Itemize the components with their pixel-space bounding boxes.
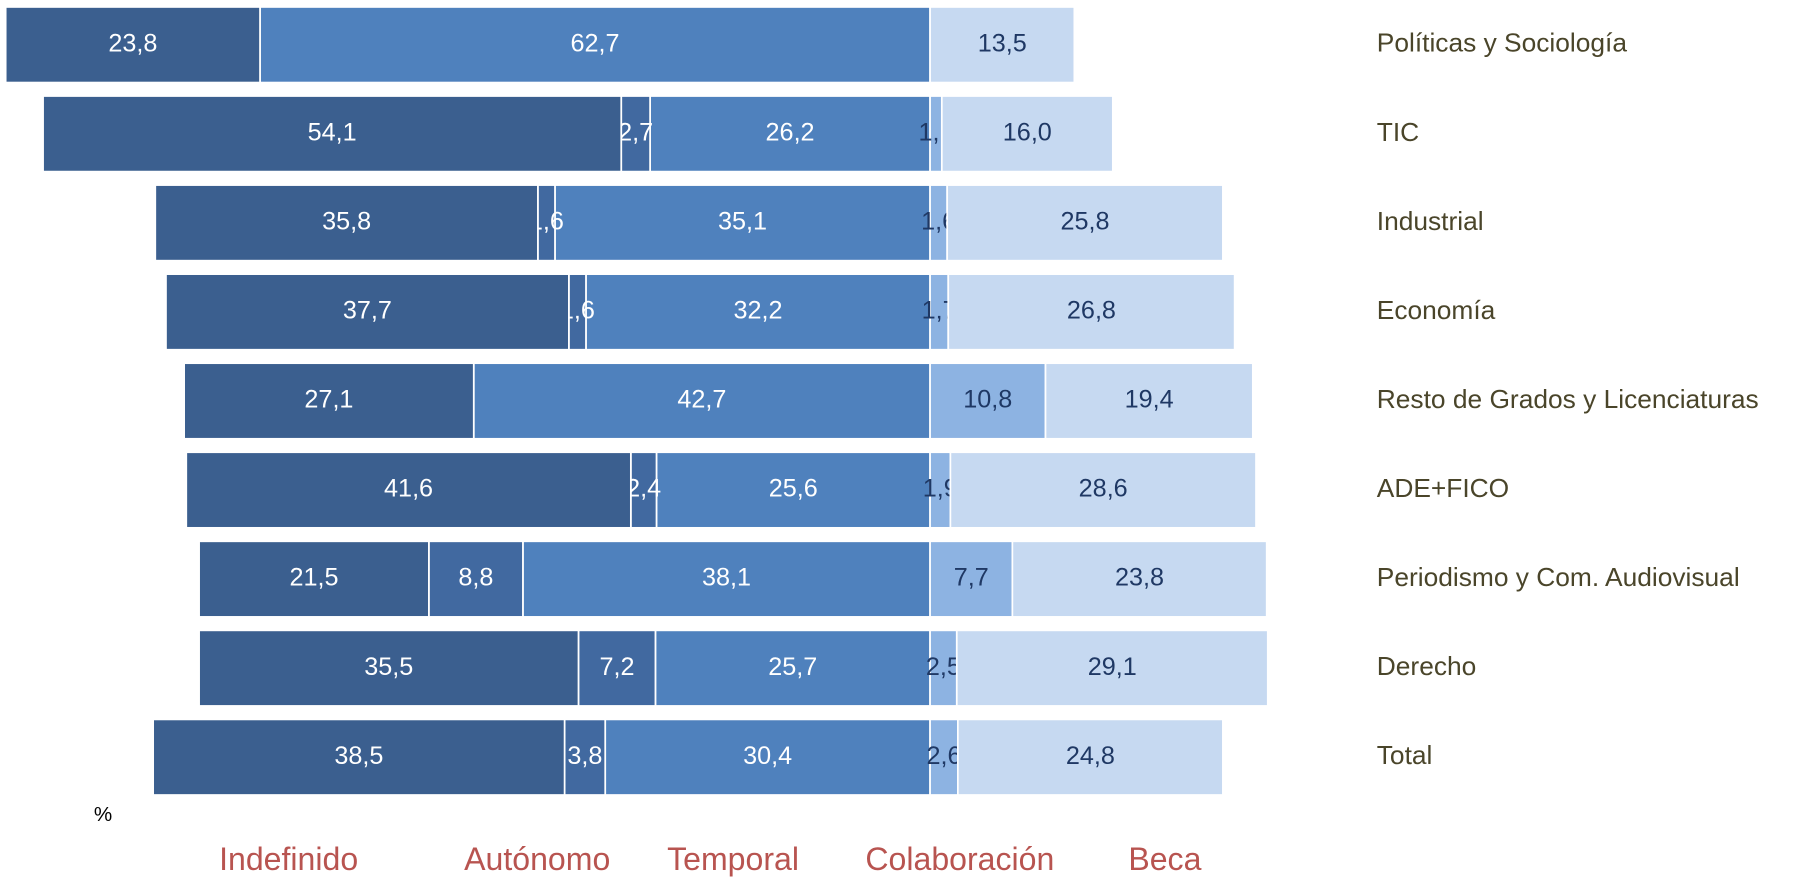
category-label: Industrial — [1377, 206, 1484, 236]
bar-segment — [152, 718, 566, 796]
bar-segment — [629, 451, 658, 529]
bar-segment — [165, 273, 570, 351]
data-label: 62,7 — [571, 29, 620, 57]
data-label: 32,2 — [734, 297, 783, 325]
category-label: TIC — [1377, 117, 1419, 147]
data-label: 29,1 — [1088, 653, 1137, 681]
bar-segment — [428, 540, 524, 618]
data-label: 42,7 — [677, 386, 726, 414]
bar-segment — [947, 273, 1236, 351]
bar-segment — [929, 6, 1076, 84]
bar-segment — [655, 451, 931, 529]
data-label: 23,8 — [1115, 564, 1164, 592]
bar-segment — [940, 95, 1114, 173]
data-label: 13,5 — [978, 29, 1027, 57]
data-label: 27,1 — [304, 386, 353, 414]
bar-segment — [577, 629, 657, 707]
bar-segment — [654, 629, 931, 707]
bar-segment — [585, 273, 931, 351]
category-label: Economía — [1377, 295, 1496, 325]
bar-segment — [198, 629, 580, 707]
data-label: 16,0 — [1003, 118, 1052, 146]
data-label: 54,1 — [308, 118, 357, 146]
data-label: 7,7 — [954, 564, 989, 592]
bar-segment — [259, 6, 931, 84]
category-label: Derecho — [1377, 651, 1477, 681]
bar-segment — [929, 362, 1047, 440]
bar-segment — [929, 718, 959, 796]
data-label: 28,6 — [1079, 475, 1128, 503]
bar-segment — [1044, 362, 1254, 440]
bar-segment — [4, 6, 261, 84]
bar-segment — [554, 184, 931, 262]
data-label: 10,8 — [963, 386, 1012, 414]
bar-segment — [620, 95, 651, 173]
data-label: 25,6 — [769, 475, 818, 503]
bar-segment — [649, 95, 931, 173]
data-label: 2,4 — [626, 475, 661, 503]
category-label: Resto de Grados y Licenciaturas — [1377, 384, 1759, 414]
bar-segment — [946, 184, 1224, 262]
data-label: 25,8 — [1061, 208, 1110, 236]
bar-segment — [1011, 540, 1268, 618]
data-label: 35,5 — [364, 653, 413, 681]
data-label: 37,7 — [343, 297, 392, 325]
bar-segment — [198, 540, 430, 618]
legend-label: Beca — [1128, 841, 1201, 877]
data-label: 38,5 — [334, 742, 383, 770]
data-label: 26,2 — [766, 118, 815, 146]
bar-segment — [949, 451, 1257, 529]
bar-segment — [929, 540, 1014, 618]
category-label: Políticas y Sociología — [1377, 28, 1628, 58]
bar-segment — [522, 540, 931, 618]
data-label: 25,7 — [768, 653, 817, 681]
bar-segment — [955, 629, 1269, 707]
bar-segment — [563, 718, 607, 796]
data-label: 30,4 — [743, 742, 792, 770]
category-label: Total — [1377, 740, 1433, 770]
category-label: Periodismo y Com. Audiovisual — [1377, 562, 1740, 592]
category-label: ADE+FICO — [1377, 473, 1509, 503]
data-label: 26,8 — [1067, 297, 1116, 325]
data-label: 38,1 — [702, 564, 751, 592]
legend-label: Autónomo — [464, 841, 610, 877]
data-label: 7,2 — [599, 653, 634, 681]
data-label: 24,8 — [1066, 742, 1115, 770]
bar-segment — [472, 362, 931, 440]
data-label: 41,6 — [384, 475, 433, 503]
data-label: 2,7 — [618, 118, 653, 146]
legend-label: Colaboración — [865, 841, 1054, 877]
unit-label: % — [94, 803, 112, 826]
data-label: 35,1 — [718, 208, 767, 236]
data-label: 19,4 — [1125, 386, 1174, 414]
bar-segment — [183, 362, 475, 440]
legend-label: Indefinido — [219, 841, 358, 877]
legend-label: Temporal — [667, 841, 799, 877]
data-label: 8,8 — [458, 564, 493, 592]
bar-segment — [185, 451, 632, 529]
data-label: 2,6 — [926, 742, 961, 770]
data-label: 2,5 — [926, 653, 961, 681]
bar-segment — [956, 718, 1224, 796]
data-label: 21,5 — [289, 564, 338, 592]
data-label: 23,8 — [108, 29, 157, 57]
bar-segment — [154, 184, 539, 262]
data-label: 3,8 — [567, 742, 602, 770]
data-label: 35,8 — [322, 208, 371, 236]
bar-segment — [42, 95, 623, 173]
